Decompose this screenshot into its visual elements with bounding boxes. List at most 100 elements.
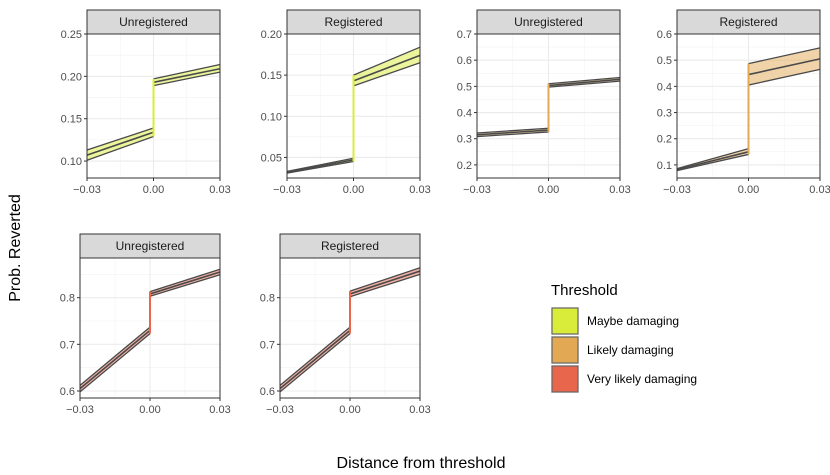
panel-title: Unregistered (514, 15, 583, 29)
upper-line-left (476, 127, 549, 134)
mean-line-left (286, 159, 354, 174)
y-tick-label: 0.20 (61, 71, 82, 83)
panel-border (86, 33, 221, 179)
panel-strip (79, 233, 221, 259)
x-tick-label: −0.03 (266, 404, 294, 416)
panel-border (79, 257, 221, 399)
y-tick-label: 0.6 (260, 386, 275, 398)
y-tick-label: 0.4 (657, 81, 672, 93)
y-tick-label: 0.3 (657, 108, 672, 120)
x-tick-label: −0.03 (73, 184, 101, 196)
y-tick-label: 0.8 (60, 293, 75, 305)
panel-title: Registered (719, 15, 777, 29)
panel-border (279, 257, 421, 399)
y-tick-label: 0.10 (261, 111, 282, 123)
y-tick-label: 0.8 (260, 293, 275, 305)
panel-4: Registered 0.1 0.2 0.3 0.4 0.5 0.6 −0.03 0.00 0.0… (657, 9, 830, 196)
panel-2: Registered 0.05 0.10 0.15 0.20 −0.03 0.00 0.03 (261, 9, 431, 196)
legend-label: Likely damaging (587, 343, 674, 357)
panel-title: Registered (321, 239, 379, 253)
lower-line-right (349, 273, 421, 298)
panel-1: Unregistered 0.10 0.15 0.20 0.25 −0.03 0.00 0.0… (61, 9, 231, 196)
upper-line-right (349, 267, 421, 292)
mean-line-left (79, 329, 151, 390)
lower-line-left (476, 131, 549, 138)
y-tick-label: 0.7 (260, 339, 275, 351)
y-tick-label: 0.20 (261, 29, 282, 41)
legend-key-swatch (551, 336, 579, 364)
lower-line-left (279, 333, 351, 393)
y-tick-label: 0.2 (657, 134, 672, 146)
y-tick-label: 0.6 (457, 55, 472, 67)
panel-border (676, 33, 821, 179)
upper-line-right (748, 47, 821, 65)
panel-6: Registered 0.6 0.7 0.8 −0.03 0.00 0.03 (260, 233, 431, 416)
upper-line-right (353, 46, 421, 76)
upper-line-right (153, 63, 221, 80)
panel-border (286, 33, 421, 179)
lower-line-right (353, 62, 421, 87)
legend-key-swatch (551, 307, 579, 335)
panel-3: Unregistered 0.2 0.3 0.4 0.5 0.6 0.7 −0.03 0.00 0… (457, 9, 631, 196)
x-tick-label: −0.03 (463, 184, 491, 196)
panel-strip (676, 9, 821, 35)
x-tick-label: 0.03 (409, 404, 430, 416)
legend-key-swatch (551, 365, 579, 393)
mean-line-right (748, 58, 821, 76)
lower-line-right (548, 80, 621, 88)
y-tick-label: 0.10 (61, 156, 82, 168)
lower-line-right (149, 274, 221, 297)
mean-line-right (548, 78, 621, 87)
x-tick-label: 0.03 (209, 184, 230, 196)
x-tick-label: 0.00 (738, 184, 759, 196)
panel-title: Unregistered (119, 15, 188, 29)
panel-strip (86, 9, 221, 35)
y-tick-label: 0.3 (457, 134, 472, 146)
y-axis-title: Prob. Reverted (7, 194, 24, 302)
upper-line-left (286, 157, 354, 173)
legend-label: Maybe damaging (587, 314, 679, 328)
y-tick-label: 0.15 (261, 70, 282, 82)
y-tick-label: 0.1 (657, 160, 672, 172)
y-tick-label: 0.2 (457, 160, 472, 172)
upper-line-left (79, 326, 151, 386)
upper-line-right (548, 76, 621, 85)
legend-label: Very likely damaging (587, 372, 697, 386)
ci-ribbon-right (353, 47, 420, 86)
y-tick-label: 0.25 (61, 29, 82, 41)
x-tick-label: 0.00 (343, 184, 364, 196)
y-tick-label: 0.7 (60, 339, 75, 351)
panel-title: Unregistered (116, 239, 185, 253)
mean-line-left (279, 329, 351, 390)
panels: Unregistered 0.10 0.15 0.20 0.25 −0.03 0.00 0.0… (60, 9, 830, 416)
x-tick-label: 0.03 (809, 184, 830, 196)
x-tick-label: 0.00 (139, 404, 160, 416)
panel-strip (476, 9, 621, 35)
x-tick-label: 0.03 (609, 184, 630, 196)
upper-line-right (149, 268, 221, 293)
x-tick-label: −0.03 (66, 404, 94, 416)
y-tick-label: 0.7 (457, 29, 472, 41)
panel-border (476, 33, 621, 179)
x-tick-label: 0.03 (209, 404, 230, 416)
y-tick-label: 0.15 (61, 114, 82, 126)
mean-line-right (349, 270, 421, 295)
legend: Threshold Maybe damaging Likely damaging V… (551, 282, 697, 393)
upper-line-left (86, 127, 154, 151)
lower-line-left (86, 135, 154, 161)
lower-line-right (153, 71, 221, 87)
panel-5: Unregistered 0.6 0.7 0.8 −0.03 0.00 0.03 (60, 233, 231, 416)
x-tick-label: 0.00 (143, 184, 164, 196)
panel-strip (279, 233, 421, 259)
mean-line-left (476, 129, 549, 136)
x-tick-label: 0.00 (538, 184, 559, 196)
y-tick-label: 0.4 (457, 108, 472, 120)
y-tick-label: 0.5 (457, 81, 472, 93)
mean-line-left (676, 151, 749, 171)
x-axis-title: Distance from threshold (337, 455, 506, 472)
panel-title: Registered (324, 15, 382, 29)
y-tick-label: 0.6 (60, 386, 75, 398)
mean-line-right (353, 54, 421, 82)
y-tick-label: 0.05 (261, 152, 282, 164)
